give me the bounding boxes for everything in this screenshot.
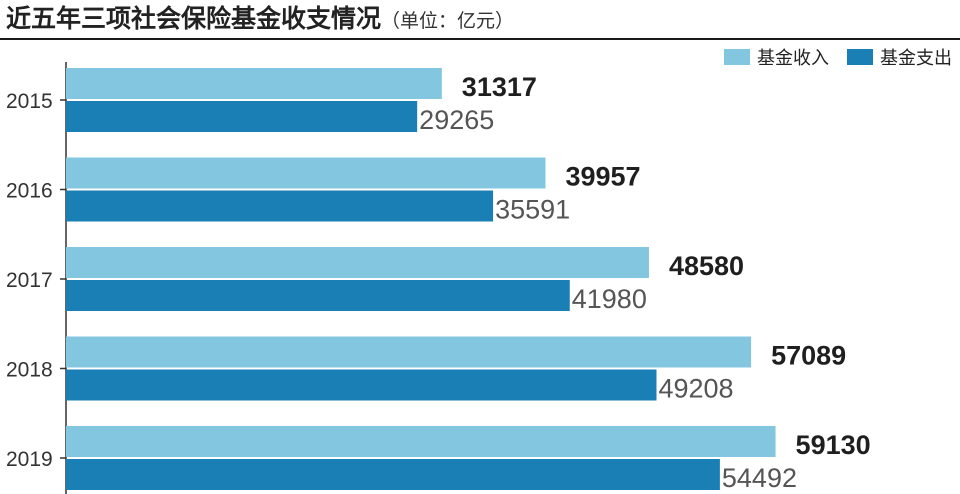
y-tick-label-2019: 2019	[6, 448, 53, 471]
bar-expense-2019	[66, 459, 720, 490]
bar-expense-2016	[66, 190, 494, 222]
data-label-income-2018: 57089	[771, 341, 846, 371]
legend-item-income: 基金收入	[724, 44, 829, 70]
legend-label-expense: 基金支出	[880, 48, 952, 69]
data-label-expense-2019: 54492	[722, 463, 797, 493]
legend-swatch-expense	[847, 49, 873, 65]
y-tick-label-2018: 2018	[6, 359, 53, 382]
chart-title-main: 近五年三项社会保险基金收支情况	[6, 4, 382, 33]
data-label-expense-2016: 35591	[495, 195, 570, 225]
legend-label-income: 基金收入	[757, 48, 829, 69]
data-label-income-2016: 39957	[565, 162, 640, 192]
data-label-expense-2015: 29265	[419, 105, 494, 135]
y-tick-label-2015: 2015	[6, 90, 53, 113]
legend-swatch-income	[724, 49, 750, 65]
legend: 基金收入 基金支出	[724, 44, 952, 70]
y-tick-label-2017: 2017	[6, 269, 53, 292]
bar-expense-2018	[66, 369, 657, 401]
legend-item-expense: 基金支出	[847, 44, 952, 70]
y-tick-label-2016: 2016	[6, 180, 53, 203]
bar-income-2015	[66, 68, 442, 99]
bar-expense-2015	[66, 101, 418, 132]
bar-expense-2017	[66, 280, 570, 311]
chart-title-unit: （单位：亿元）	[381, 10, 515, 32]
bar-income-2016	[66, 157, 546, 189]
title-rule	[0, 38, 960, 40]
data-label-income-2015: 31317	[462, 72, 537, 102]
bar-income-2019	[66, 426, 776, 457]
data-label-income-2019: 59130	[796, 430, 871, 460]
chart-title: 近五年三项社会保险基金收支情况（单位：亿元）	[6, 2, 514, 36]
data-label-expense-2018: 49208	[658, 374, 733, 404]
bar-income-2018	[66, 336, 752, 368]
data-label-expense-2017: 41980	[572, 284, 647, 314]
data-label-income-2017: 48580	[669, 251, 744, 281]
bar-income-2017	[66, 247, 649, 278]
